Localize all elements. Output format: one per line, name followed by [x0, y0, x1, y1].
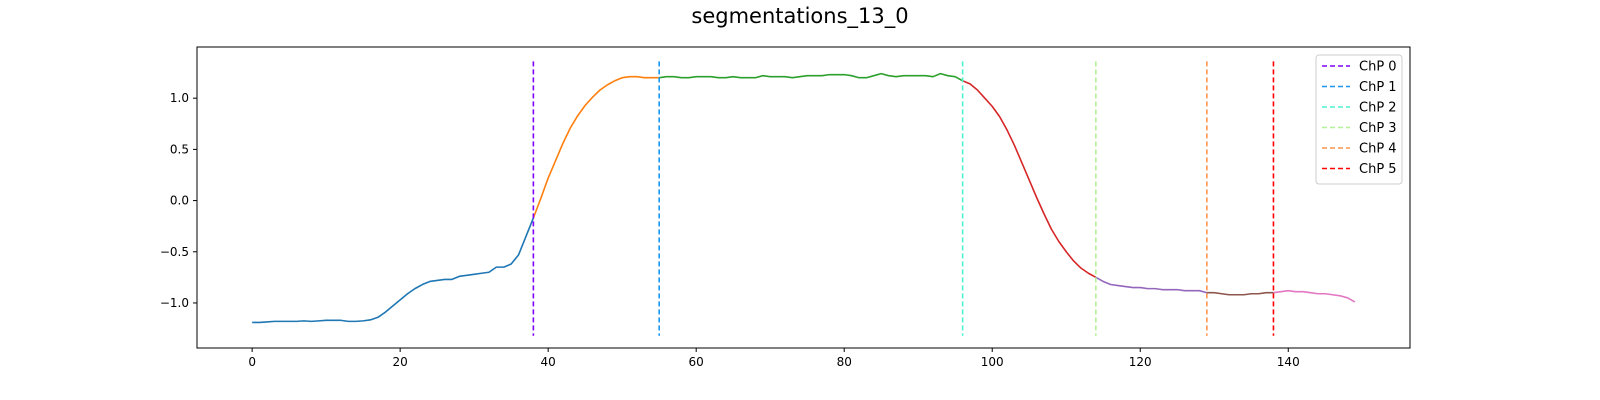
y-tick-label: 0.5	[170, 142, 189, 156]
series-segment-0	[252, 217, 535, 324]
legend-label: ChP 1	[1359, 80, 1397, 95]
series-segment-6	[1273, 289, 1356, 303]
chart-title: segmentations_13_0	[691, 4, 909, 28]
legend-label: ChP 5	[1359, 162, 1397, 177]
axes: 0 20 40 60 80 100 120 140 −1.0 −0.5 0.0 0.5 1.0	[160, 91, 1300, 369]
legend-label: ChP 4	[1359, 142, 1397, 157]
legend-label: ChP 2	[1359, 101, 1397, 116]
x-tick-label: 40	[541, 355, 556, 369]
legend: ChP 0 ChP 1 ChP 2 ChP 3 ChP 4 ChP 5	[1315, 54, 1403, 185]
x-tick-label: 140	[1277, 355, 1300, 369]
x-tick-label: 120	[1129, 355, 1152, 369]
x-tick-label: 80	[837, 355, 852, 369]
series-segment-5	[1206, 291, 1274, 296]
series-segment-4	[1095, 276, 1208, 294]
y-tick-label: 1.0	[170, 91, 189, 105]
y-tick-label: −1.0	[160, 296, 189, 310]
y-tick-label: 0.0	[170, 194, 189, 208]
x-tick-label: 0	[248, 355, 256, 369]
legend-box	[1315, 54, 1403, 185]
plot-frame	[196, 46, 1411, 349]
series-segment-3	[962, 80, 1097, 279]
x-tick-label: 60	[689, 355, 704, 369]
plot-area	[252, 61, 1356, 336]
series-segment-2	[659, 72, 964, 82]
series-segment-1	[532, 75, 660, 219]
x-tick-label: 100	[981, 355, 1004, 369]
legend-label: ChP 3	[1359, 121, 1397, 136]
y-tick-label: −0.5	[160, 245, 189, 259]
x-tick-label: 20	[393, 355, 408, 369]
legend-label: ChP 0	[1359, 60, 1397, 75]
